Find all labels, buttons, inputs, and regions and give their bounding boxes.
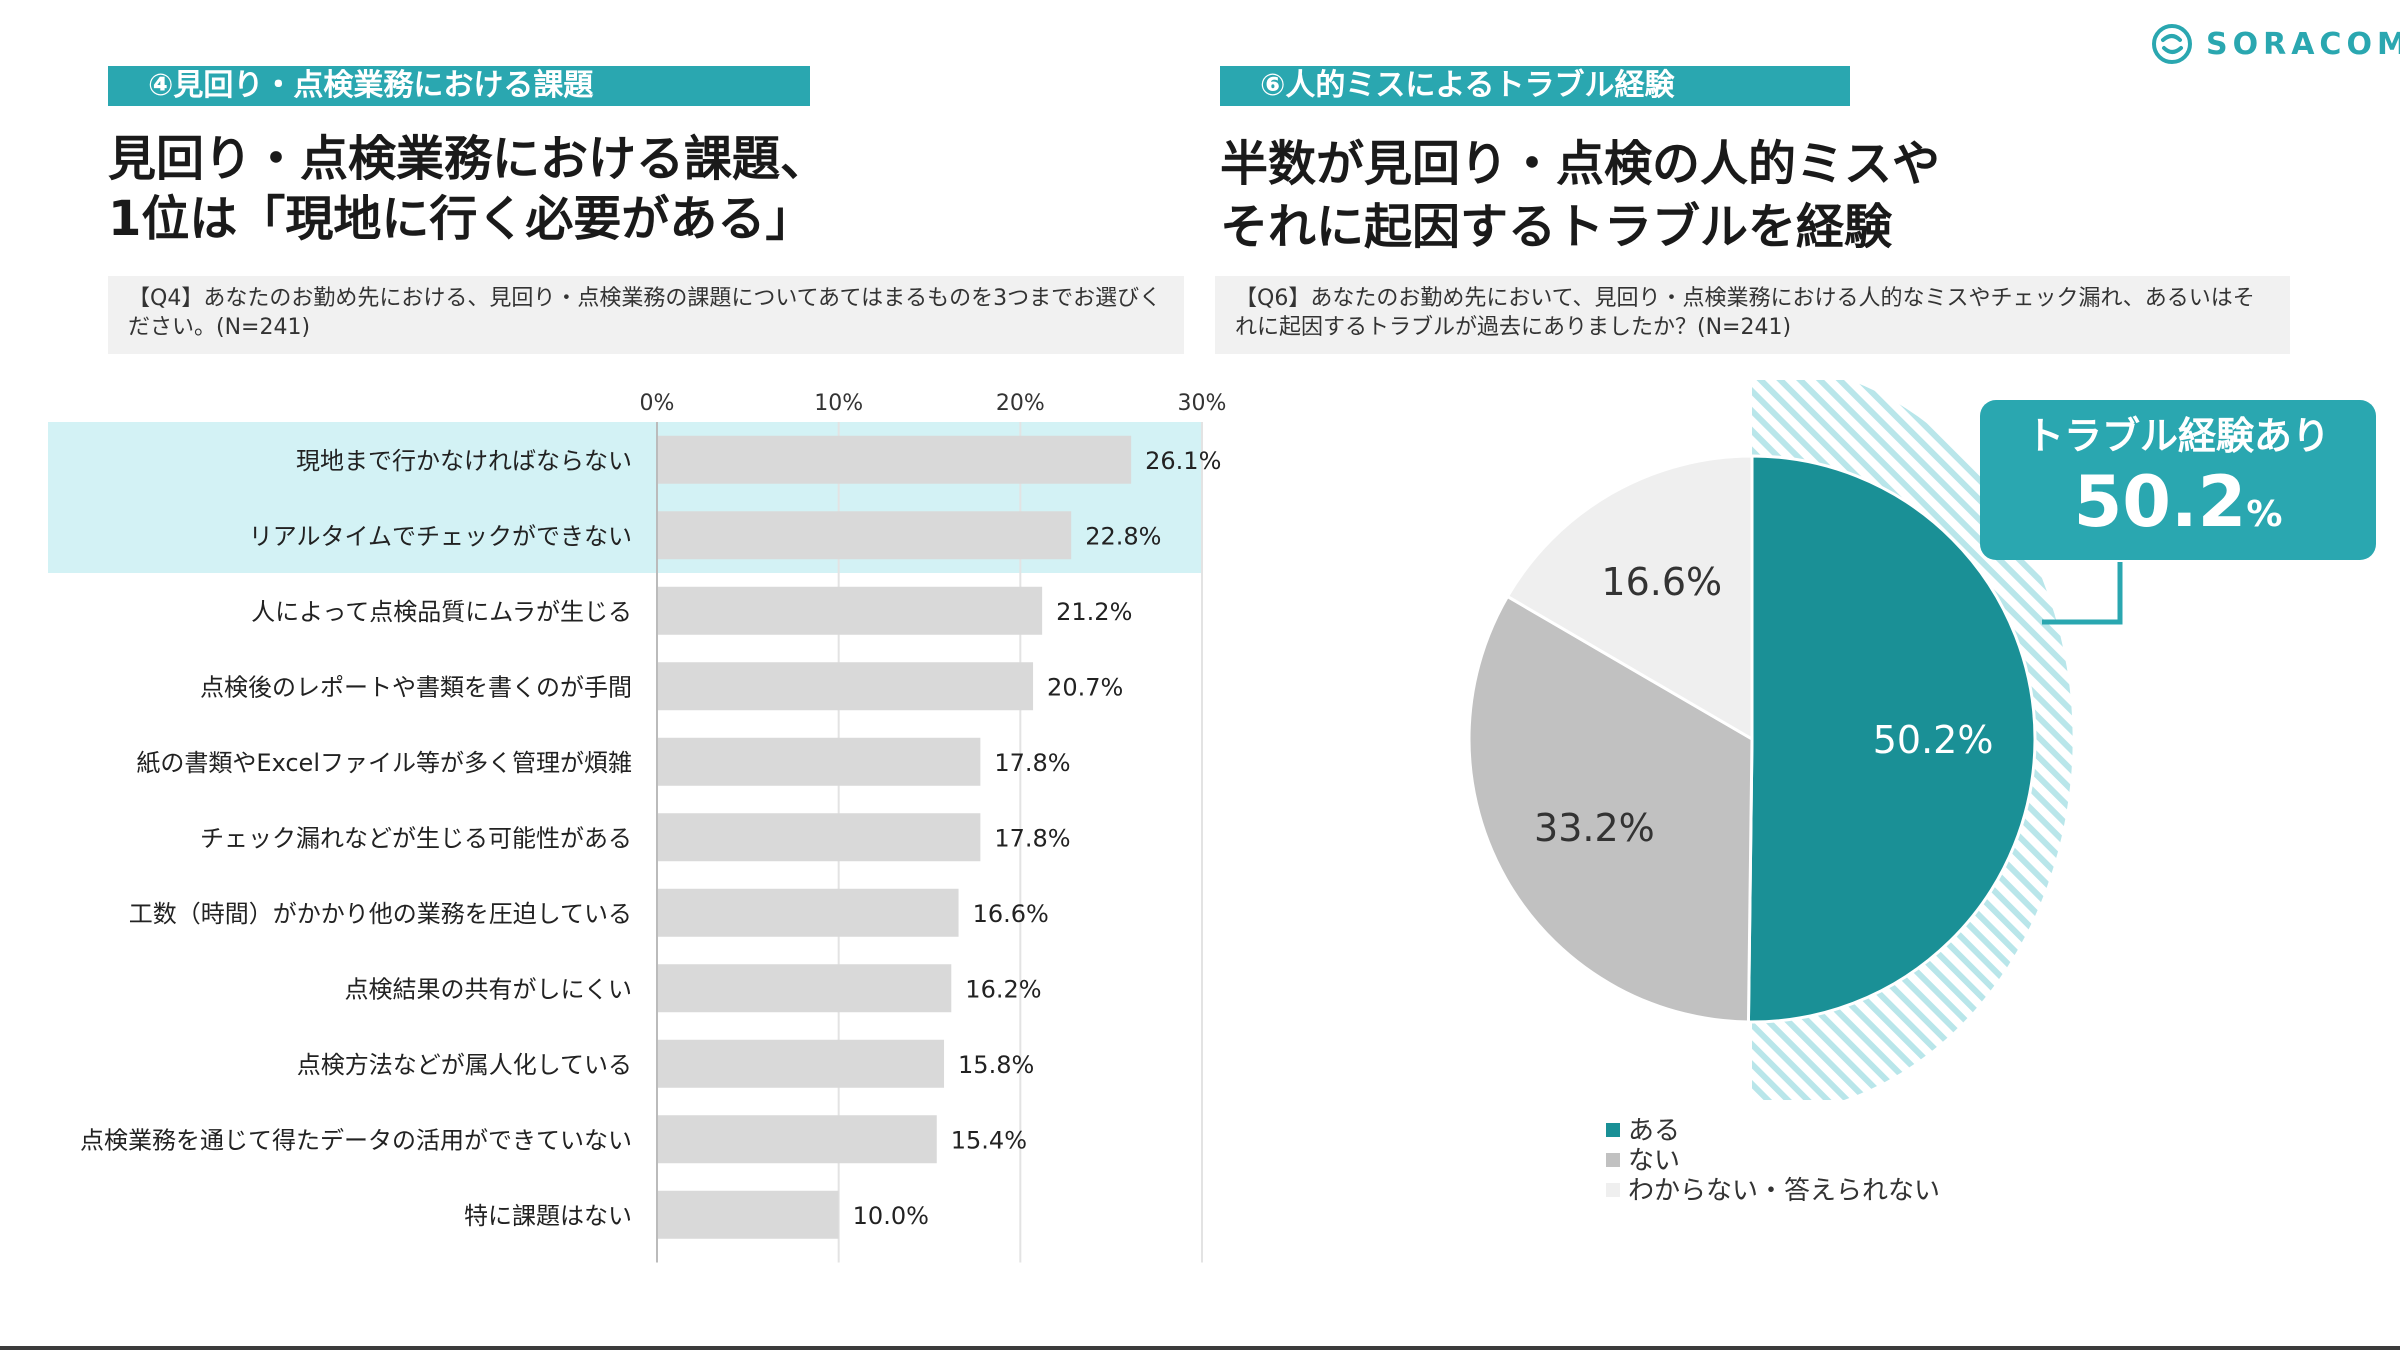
- category-label: リアルタイムでチェックができない: [249, 522, 632, 550]
- bar: [658, 1190, 839, 1239]
- callout-value: 50.2: [2073, 461, 2247, 543]
- category-label: 工数（時間）がかかり他の業務を圧迫している: [129, 900, 632, 928]
- pie-slice: [1467, 594, 1754, 1024]
- bar-chart: 0% 10% 20% 30% 現地まで行かなければならない 26.1% リアルタイムでチェッ…: [48, 391, 1227, 1263]
- value-label: 15.8%: [958, 1051, 1034, 1079]
- value-label: 10.0%: [853, 1202, 929, 1230]
- value-label: 16.6%: [973, 900, 1049, 928]
- category-label: 点検業務を通じて得たデータの活用ができていない: [80, 1126, 632, 1154]
- left-section-tag: ④見回り・点検業務における課題: [108, 66, 810, 106]
- legend-label: わからない・答えられない: [1628, 1176, 1941, 1206]
- value-label: 21.2%: [1056, 598, 1132, 626]
- category-label: 紙の書類やExcelファイル等が多く管理が煩雑: [136, 749, 632, 777]
- value-label: 22.8%: [1085, 522, 1161, 550]
- bar: [658, 1115, 937, 1164]
- legend-item-nai: ない: [1606, 1146, 1680, 1176]
- legend-label: ある: [1628, 1116, 1681, 1146]
- right-question: 【Q6】あなたのお勤め先において、見回り・点検業務における人的なミスやチェック漏…: [1215, 276, 2290, 354]
- legend-label: ない: [1628, 1146, 1681, 1176]
- pie-chart: 50.2% 33.2% 16.6%: [1467, 380, 2073, 1100]
- category-label: 特に課題はない: [464, 1202, 632, 1230]
- brand-name: SORACOM: [2206, 26, 2400, 62]
- right-section-tag: ⑥人的ミスによるトラブル経験: [1220, 66, 1850, 106]
- trouble-callout: トラブル経験あり 50.2%: [1980, 400, 2376, 560]
- left-headline-line-1: 見回り・点検業務における課題、: [108, 131, 829, 187]
- value-label: 17.8%: [994, 749, 1070, 777]
- value-label: 20.7%: [1047, 673, 1123, 701]
- value-label: 16.2%: [965, 975, 1041, 1003]
- right-headline-line-2: それに起因するトラブルを経験: [1220, 199, 1893, 255]
- value-label: 26.1%: [1145, 447, 1221, 475]
- x-tick-label: 20%: [996, 391, 1045, 416]
- value-label: 17.8%: [994, 824, 1070, 852]
- left-headline-line-2: 1位は「現地に行く必要がある」: [108, 191, 814, 247]
- brand-logo: SORACOM: [2150, 22, 2400, 66]
- bottom-rule: [0, 1346, 2400, 1350]
- bar: [658, 435, 1132, 484]
- bar: [658, 813, 981, 862]
- category-label: 点検結果の共有がしにくい: [344, 975, 632, 1003]
- bar: [658, 964, 952, 1013]
- callout-value-row: 50.2%: [1980, 464, 2376, 559]
- legend-swatch: [1606, 1153, 1620, 1167]
- category-label: 現地まで行かなければならない: [296, 447, 632, 475]
- bar: [658, 511, 1072, 560]
- legend-item-wakaranai: わからない・答えられない: [1606, 1176, 1940, 1206]
- pie-slice: [1505, 454, 1754, 742]
- callout-connector: [2042, 562, 2123, 625]
- callout-unit: %: [2246, 494, 2283, 535]
- value-label: 15.4%: [951, 1126, 1027, 1154]
- category-label: 点検後のレポートや書類を書くのが手間: [200, 673, 632, 701]
- pie-slice: [1746, 454, 2037, 1024]
- bar: [658, 662, 1034, 711]
- bar: [658, 1039, 945, 1088]
- callout-label: トラブル経験あり: [2025, 414, 2330, 458]
- bar: [658, 586, 1043, 635]
- x-tick-label: 10%: [814, 391, 863, 416]
- slice-value-label: 50.2%: [1873, 718, 1994, 762]
- bar: [658, 888, 959, 937]
- x-tick-label: 0%: [640, 391, 675, 416]
- right-headline-line-1: 半数が見回り・点検の人的ミスや: [1220, 136, 1941, 192]
- legend-item-aru: ある: [1606, 1116, 1680, 1146]
- slice-value-label: 16.6%: [1601, 560, 1722, 604]
- category-label: 点検方法などが属人化している: [297, 1051, 632, 1079]
- soracom-logo-icon: [2152, 24, 2192, 64]
- left-question: 【Q4】あなたのお勤め先における、見回り・点検業務の課題についてあてはまるものを…: [108, 276, 1184, 354]
- category-label: 人によって点検品質にムラが生じる: [251, 598, 632, 626]
- bar: [658, 737, 981, 786]
- legend-swatch: [1606, 1183, 1620, 1197]
- slice-value-label: 33.2%: [1534, 806, 1655, 850]
- x-tick-label: 30%: [1178, 391, 1227, 416]
- legend-swatch: [1606, 1123, 1620, 1137]
- category-label: チェック漏れなどが生じる可能性がある: [200, 824, 632, 852]
